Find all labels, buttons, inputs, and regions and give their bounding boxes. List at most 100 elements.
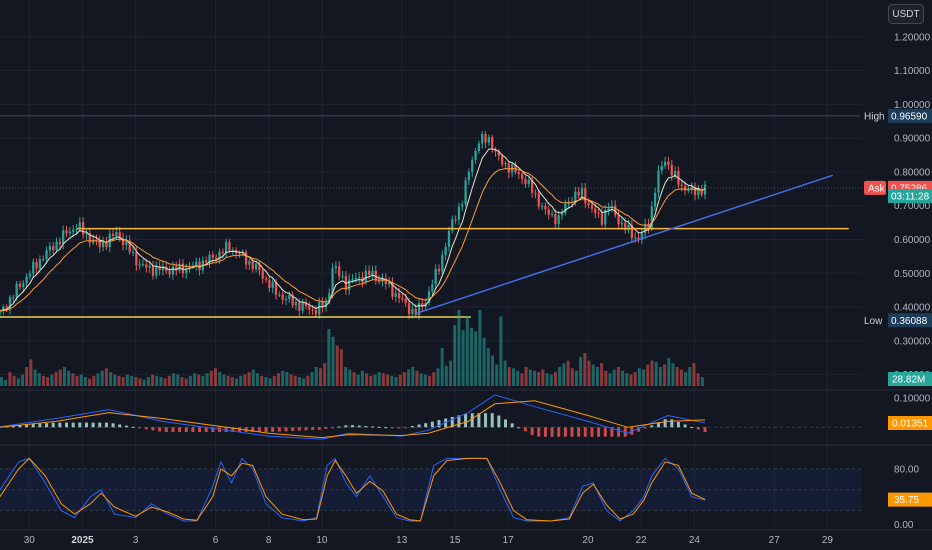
volume-bar xyxy=(50,374,54,386)
macd-histogram-bar xyxy=(663,419,667,428)
candle-body xyxy=(673,171,677,176)
macd-panel[interactable] xyxy=(0,394,862,440)
currency-button[interactable]: USDT xyxy=(888,4,924,24)
candle-body xyxy=(118,232,121,239)
macd-histogram-bar xyxy=(384,427,388,429)
candle-body xyxy=(271,281,274,288)
candle-body xyxy=(321,301,324,308)
volume-bar xyxy=(239,375,243,386)
volume-bar xyxy=(331,336,335,386)
volume-bar xyxy=(558,367,562,386)
macd-histogram-bar xyxy=(144,427,148,430)
macd-histogram-bar xyxy=(543,427,547,437)
volume-bar xyxy=(642,369,646,386)
candle-body xyxy=(481,133,484,144)
stoch-d-line xyxy=(0,457,706,522)
time-tick-label: 2025 xyxy=(71,535,94,546)
volume-bar xyxy=(390,375,394,386)
volume-bar xyxy=(579,356,583,386)
candle-body xyxy=(291,295,294,306)
candle-body xyxy=(211,254,214,258)
volume-bar xyxy=(79,374,83,386)
candle-body xyxy=(637,237,640,241)
macd-histogram-bar xyxy=(198,427,202,432)
candle-body xyxy=(168,271,171,275)
volume-bar xyxy=(180,377,184,386)
volume-bar xyxy=(142,379,146,386)
volume-bar xyxy=(235,378,239,386)
volume-bar xyxy=(285,372,289,386)
candle-body xyxy=(175,266,178,271)
candle-body xyxy=(258,263,261,271)
macd-histogram-bar xyxy=(297,427,301,431)
candle-body xyxy=(527,179,530,185)
candle-body xyxy=(0,311,2,313)
macd-histogram-bar xyxy=(583,427,587,437)
candle-body xyxy=(617,215,620,225)
macd-histogram-bar xyxy=(131,426,135,428)
candle-body xyxy=(158,266,161,271)
candle-body xyxy=(38,259,42,269)
macd-histogram-bar xyxy=(696,427,700,430)
macd-histogram-bar xyxy=(91,422,95,428)
volume-bar xyxy=(499,316,503,386)
macd-histogram-bar xyxy=(31,424,35,428)
volume-bar xyxy=(407,369,411,386)
candle-body xyxy=(574,191,577,203)
macd-histogram-bar xyxy=(98,422,102,428)
volume-bar xyxy=(595,367,599,386)
candle-body xyxy=(338,266,341,277)
candle-body xyxy=(507,163,510,173)
price-tick-label: 0.80000 xyxy=(894,167,931,178)
volume-bar xyxy=(335,345,339,386)
volume-bar xyxy=(394,377,398,386)
time-tick-label: 30 xyxy=(24,535,36,546)
ema-slow-line xyxy=(0,167,706,312)
candle-body xyxy=(45,250,48,260)
volume-bar xyxy=(444,365,448,386)
candle-body xyxy=(501,155,504,165)
macd-histogram-bar xyxy=(277,427,281,432)
volume-bar xyxy=(226,375,230,386)
volume-bar xyxy=(281,370,285,386)
candle-body xyxy=(437,268,441,272)
stoch-k-line xyxy=(0,457,706,522)
macd-histogram-bar xyxy=(171,427,175,432)
candle-body xyxy=(218,251,221,261)
time-tick-label: 10 xyxy=(316,535,328,546)
macd-histogram-bar xyxy=(104,422,108,428)
price-tick-label: 0.90000 xyxy=(894,134,931,145)
volume-bar xyxy=(276,373,280,386)
candle-body xyxy=(181,263,185,274)
volume-bar xyxy=(352,372,356,386)
candle-body xyxy=(225,241,228,253)
candle-body xyxy=(304,302,308,306)
volume-bar xyxy=(88,378,92,386)
candle-body xyxy=(98,240,101,248)
stochastic-panel[interactable] xyxy=(0,457,862,522)
price-panel[interactable] xyxy=(0,115,862,320)
candle-body xyxy=(487,137,490,143)
volume-bar xyxy=(461,330,465,386)
volume-bar xyxy=(323,363,327,386)
candle-body xyxy=(215,257,218,261)
time-tick-label: 8 xyxy=(266,535,272,546)
volume-bar xyxy=(570,368,574,386)
candle-body xyxy=(391,282,394,297)
candle-body xyxy=(627,224,630,230)
volume-bar xyxy=(574,370,578,386)
candle-body xyxy=(195,261,198,266)
volume-panel xyxy=(0,310,704,386)
macd-histogram-bar xyxy=(337,426,341,428)
volume-bar xyxy=(423,374,427,386)
price-tick-label: 0.30000 xyxy=(894,336,931,347)
volume-bar xyxy=(218,372,222,386)
volume-bar xyxy=(470,327,474,386)
candle-body xyxy=(421,303,424,307)
macd-histogram-bar xyxy=(424,423,428,428)
macd-histogram-bar xyxy=(124,425,128,428)
macd-histogram-bar xyxy=(430,421,434,428)
macd-histogram-bar xyxy=(71,422,75,428)
volume-bar xyxy=(151,374,155,386)
